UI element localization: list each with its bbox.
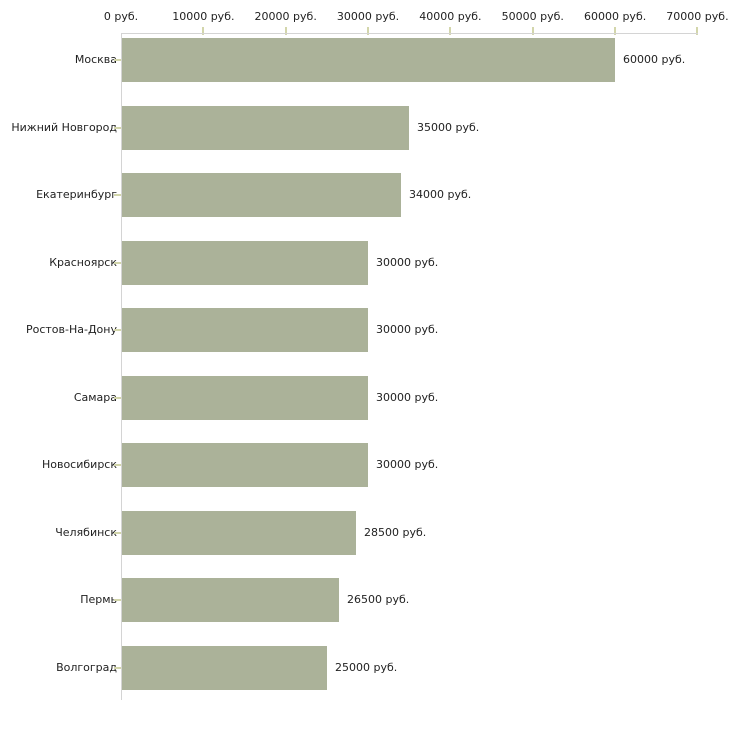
x-axis-tick-label: 70000 руб.	[666, 10, 729, 23]
y-axis-tick	[114, 666, 121, 669]
x-axis-tick	[614, 27, 617, 35]
x-axis-tick	[367, 27, 370, 35]
y-axis-tick	[114, 261, 121, 264]
value-label: 30000 руб.	[376, 390, 439, 404]
bar	[122, 578, 339, 622]
x-axis-tick	[531, 27, 534, 35]
bar	[122, 38, 615, 82]
category-label: Челябинск	[55, 525, 117, 539]
x-axis-line	[121, 33, 698, 34]
y-axis-tick	[114, 126, 121, 129]
y-axis-tick	[114, 531, 121, 534]
category-label: Пермь	[80, 593, 117, 606]
category-label: Красноярск	[49, 255, 117, 269]
bar	[122, 375, 368, 420]
bar	[122, 173, 401, 217]
x-axis-tick	[284, 27, 287, 35]
value-label: 30000 руб.	[376, 255, 439, 269]
x-axis-tick-label: 60000 руб.	[583, 10, 647, 23]
y-axis-tick	[114, 464, 121, 466]
category-label: Волгоград	[56, 660, 117, 674]
x-axis-tick	[202, 27, 205, 35]
bar	[122, 510, 356, 555]
x-axis-tick	[449, 27, 452, 35]
category-label: Новосибирск	[41, 458, 117, 471]
value-label: 34000 руб.	[409, 188, 472, 201]
y-axis-tick	[114, 59, 121, 61]
bar	[122, 443, 368, 487]
y-axis-line	[121, 33, 122, 700]
x-axis-tick-label: 10000 руб.	[172, 10, 235, 23]
bar	[122, 240, 368, 285]
category-label: Москва	[74, 53, 117, 66]
y-axis-tick	[114, 396, 121, 399]
value-label: 26500 руб.	[347, 593, 410, 606]
y-axis-tick	[114, 194, 121, 196]
x-axis-tick	[696, 27, 699, 35]
value-label: 30000 руб.	[376, 323, 439, 336]
value-label: 60000 руб.	[623, 53, 686, 66]
category-label: Екатеринбург	[36, 188, 117, 201]
value-label: 35000 руб.	[417, 120, 480, 134]
bar	[122, 308, 368, 352]
value-label: 30000 руб.	[376, 458, 439, 471]
category-label: Нижний Новгород	[11, 120, 117, 134]
x-axis-tick-label: 50000 руб.	[501, 10, 564, 23]
y-axis-tick	[114, 329, 121, 331]
bar	[122, 105, 409, 150]
category-label: Самара	[73, 390, 117, 404]
x-axis-tick-label: 20000 руб.	[254, 10, 317, 23]
x-axis-tick-label: 30000 руб.	[336, 10, 400, 23]
value-label: 25000 руб.	[335, 660, 398, 674]
value-label: 28500 руб.	[364, 525, 427, 539]
bar	[122, 645, 327, 690]
y-axis-tick	[114, 599, 121, 601]
category-label: Ростов-На-Дону	[25, 323, 117, 336]
x-axis-tick-label: 40000 руб.	[419, 10, 482, 23]
x-axis-tick-label: 0 руб.	[103, 10, 139, 23]
